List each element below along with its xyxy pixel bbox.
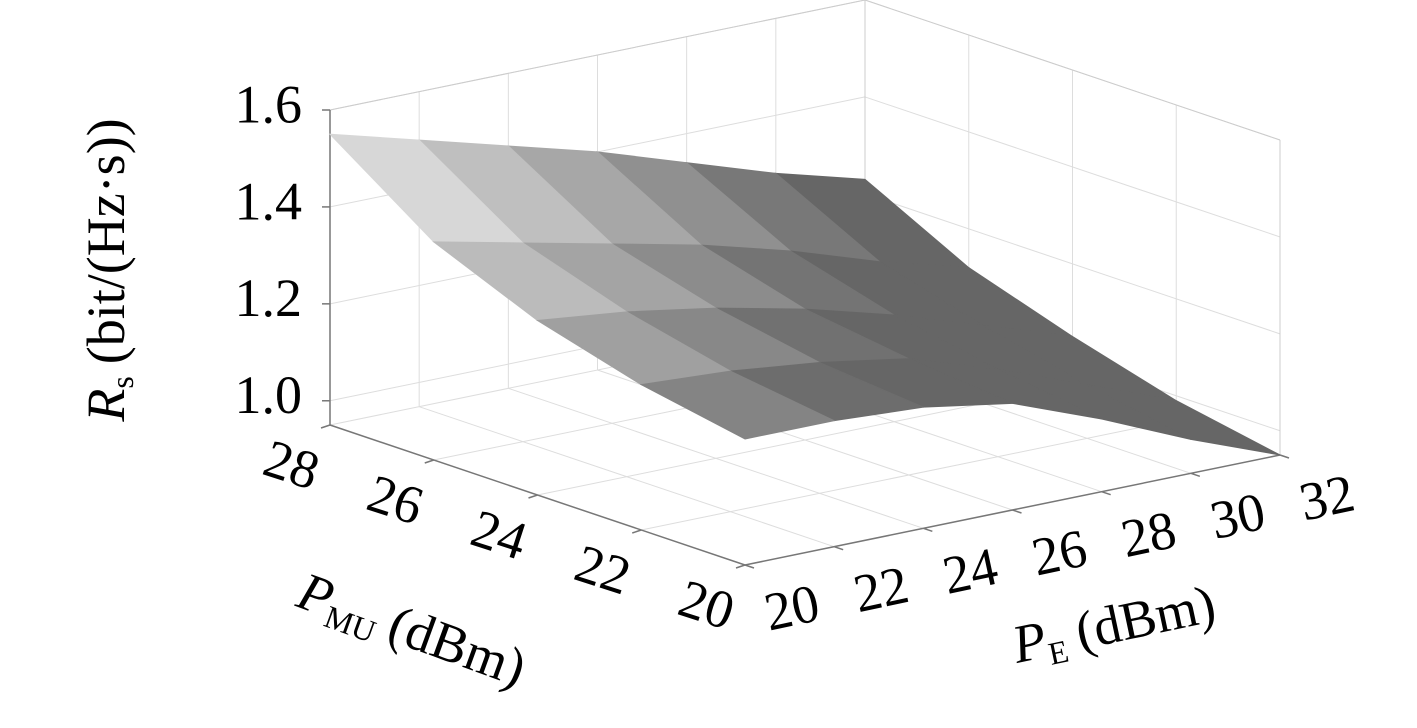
x-tick-label: 26 (361, 463, 431, 537)
y-tick (1190, 472, 1201, 478)
y-tick-label: 20 (759, 573, 824, 643)
y-tick (1101, 490, 1111, 496)
y-tick (1279, 454, 1290, 459)
x-tick (528, 494, 538, 499)
z-axis-label-symbol: R (76, 389, 136, 423)
y-tick (744, 564, 755, 569)
x-axis-label-unit: (dBm) (381, 594, 534, 699)
y-axis-label-symbol: P (1006, 610, 1052, 676)
y-axis-label-unit: (dBm) (1070, 574, 1220, 662)
grid-line (641, 419, 1177, 531)
x-tick (735, 564, 746, 569)
y-tick-label: 26 (1027, 518, 1092, 588)
y-tick-label: 22 (848, 554, 913, 624)
surface-patch (639, 370, 836, 440)
z-axis-label-sub: s (104, 376, 140, 388)
x-tick-label: 20 (672, 568, 742, 642)
x-axis-label: PMU(dBm) (288, 561, 534, 703)
y-axis-label: PE(dBm) (1006, 574, 1221, 679)
x-tick (424, 459, 434, 464)
z-axis-label: Rs (bit/(Hz·s)) (76, 118, 140, 422)
y-tick-label: 30 (1205, 481, 1270, 551)
y-tick (1012, 509, 1022, 514)
z-tick-label: 1.2 (235, 268, 303, 328)
x-axis-label-sub: MU (320, 598, 381, 649)
x-tick (632, 529, 642, 534)
box-edge (864, 0, 1281, 141)
box-edge (329, 0, 866, 111)
x-tick-label: 28 (257, 428, 327, 502)
x-tick-label: 22 (568, 533, 638, 607)
y-tick (923, 527, 933, 533)
x-tick-label: 24 (464, 498, 534, 572)
x-tick (320, 424, 331, 429)
z-tick-label: 1.0 (235, 365, 303, 425)
z-tick-label: 1.6 (235, 74, 303, 134)
y-tick-label: 32 (1294, 463, 1359, 533)
y-tick (833, 545, 844, 551)
y-tick-label: 28 (1116, 499, 1181, 569)
z-axis-label-unit: (bit/(Hz·s)) (76, 118, 136, 364)
z-tick-label: 1.4 (235, 171, 303, 231)
y-tick-label: 24 (938, 536, 1003, 606)
